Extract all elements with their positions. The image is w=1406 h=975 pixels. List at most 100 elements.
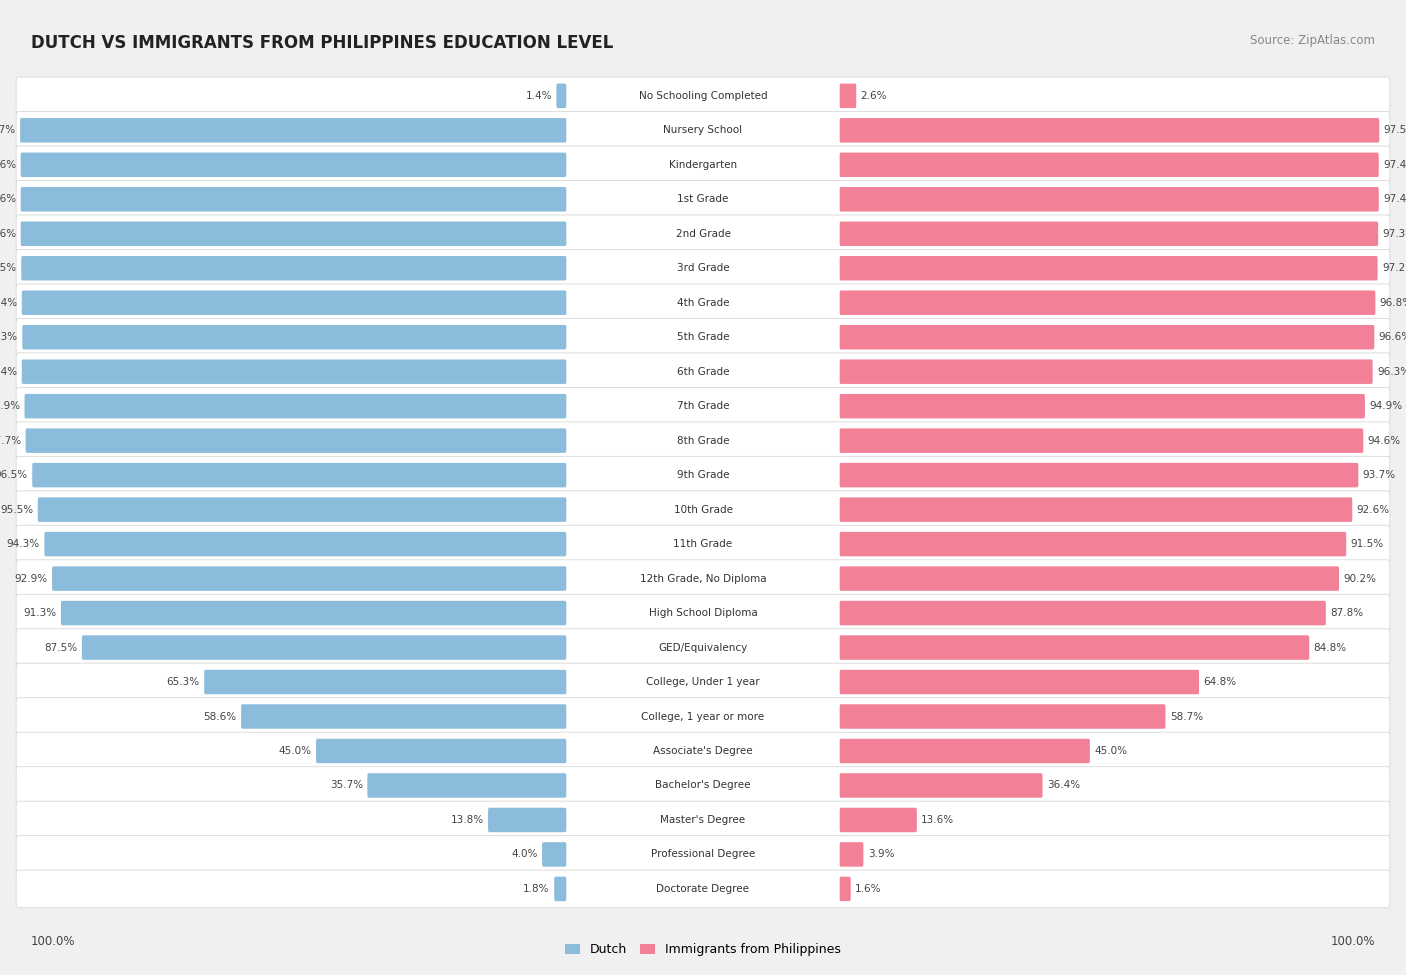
FancyBboxPatch shape: [15, 732, 1391, 770]
Text: 4th Grade: 4th Grade: [676, 297, 730, 308]
FancyBboxPatch shape: [839, 394, 1365, 418]
Text: 91.5%: 91.5%: [1351, 539, 1384, 549]
FancyBboxPatch shape: [15, 214, 1391, 253]
FancyBboxPatch shape: [15, 250, 1391, 287]
FancyBboxPatch shape: [543, 842, 567, 867]
Text: 2.6%: 2.6%: [860, 91, 887, 100]
Text: 97.2%: 97.2%: [1382, 263, 1406, 273]
Text: 98.6%: 98.6%: [0, 194, 17, 205]
FancyBboxPatch shape: [22, 325, 567, 349]
Text: High School Diploma: High School Diploma: [648, 608, 758, 618]
FancyBboxPatch shape: [38, 497, 567, 522]
Text: 90.2%: 90.2%: [1344, 573, 1376, 584]
FancyBboxPatch shape: [204, 670, 567, 694]
FancyBboxPatch shape: [839, 670, 1199, 694]
FancyBboxPatch shape: [839, 807, 917, 833]
Text: 36.4%: 36.4%: [1047, 780, 1080, 791]
FancyBboxPatch shape: [15, 77, 1391, 115]
Text: 8th Grade: 8th Grade: [676, 436, 730, 446]
FancyBboxPatch shape: [82, 636, 567, 660]
FancyBboxPatch shape: [488, 807, 567, 833]
FancyBboxPatch shape: [15, 595, 1391, 632]
FancyBboxPatch shape: [21, 152, 567, 177]
Text: 95.5%: 95.5%: [0, 505, 34, 515]
FancyBboxPatch shape: [15, 387, 1391, 425]
Text: 3.9%: 3.9%: [868, 849, 894, 859]
FancyBboxPatch shape: [316, 739, 567, 763]
FancyBboxPatch shape: [15, 353, 1391, 390]
FancyBboxPatch shape: [15, 663, 1391, 701]
FancyBboxPatch shape: [15, 422, 1391, 459]
FancyBboxPatch shape: [554, 877, 567, 901]
Text: Kindergarten: Kindergarten: [669, 160, 737, 170]
Text: 87.5%: 87.5%: [45, 643, 77, 652]
Text: 100.0%: 100.0%: [1330, 935, 1375, 948]
FancyBboxPatch shape: [15, 146, 1391, 183]
Text: 91.3%: 91.3%: [24, 608, 56, 618]
Text: 58.6%: 58.6%: [204, 712, 236, 722]
FancyBboxPatch shape: [15, 319, 1391, 356]
FancyBboxPatch shape: [60, 601, 567, 625]
Text: 58.7%: 58.7%: [1170, 712, 1204, 722]
Text: Associate's Degree: Associate's Degree: [654, 746, 752, 756]
Text: 94.3%: 94.3%: [7, 539, 39, 549]
FancyBboxPatch shape: [839, 256, 1378, 281]
Text: 98.6%: 98.6%: [0, 229, 17, 239]
FancyBboxPatch shape: [839, 291, 1375, 315]
Text: 92.9%: 92.9%: [14, 573, 48, 584]
FancyBboxPatch shape: [21, 360, 567, 384]
Text: 98.3%: 98.3%: [0, 332, 18, 342]
Text: 4.0%: 4.0%: [512, 849, 537, 859]
Text: 11th Grade: 11th Grade: [673, 539, 733, 549]
Text: 12th Grade, No Diploma: 12th Grade, No Diploma: [640, 573, 766, 584]
FancyBboxPatch shape: [15, 629, 1391, 666]
Text: 98.6%: 98.6%: [0, 160, 17, 170]
Text: 13.8%: 13.8%: [450, 815, 484, 825]
Text: 92.6%: 92.6%: [1357, 505, 1389, 515]
Text: 3rd Grade: 3rd Grade: [676, 263, 730, 273]
FancyBboxPatch shape: [21, 291, 567, 315]
Text: 94.9%: 94.9%: [1369, 401, 1402, 411]
Text: GED/Equivalency: GED/Equivalency: [658, 643, 748, 652]
FancyBboxPatch shape: [15, 490, 1391, 528]
Text: Professional Degree: Professional Degree: [651, 849, 755, 859]
Text: 98.4%: 98.4%: [0, 367, 17, 376]
FancyBboxPatch shape: [32, 463, 567, 488]
Text: 96.6%: 96.6%: [1379, 332, 1406, 342]
FancyBboxPatch shape: [25, 428, 567, 453]
FancyBboxPatch shape: [839, 428, 1364, 453]
FancyBboxPatch shape: [839, 704, 1166, 728]
Legend: Dutch, Immigrants from Philippines: Dutch, Immigrants from Philippines: [560, 938, 846, 961]
Text: 96.3%: 96.3%: [1376, 367, 1406, 376]
FancyBboxPatch shape: [557, 84, 567, 108]
Text: 97.5%: 97.5%: [1384, 126, 1406, 136]
FancyBboxPatch shape: [15, 870, 1391, 908]
FancyBboxPatch shape: [24, 394, 567, 418]
FancyBboxPatch shape: [15, 180, 1391, 218]
FancyBboxPatch shape: [839, 118, 1379, 142]
FancyBboxPatch shape: [839, 152, 1379, 177]
Text: Nursery School: Nursery School: [664, 126, 742, 136]
FancyBboxPatch shape: [15, 111, 1391, 149]
Text: 13.6%: 13.6%: [921, 815, 955, 825]
FancyBboxPatch shape: [21, 187, 567, 212]
FancyBboxPatch shape: [21, 256, 567, 281]
FancyBboxPatch shape: [15, 526, 1391, 563]
FancyBboxPatch shape: [839, 221, 1378, 246]
Text: 64.8%: 64.8%: [1204, 677, 1236, 687]
FancyBboxPatch shape: [242, 704, 567, 728]
Text: 96.5%: 96.5%: [0, 470, 28, 480]
FancyBboxPatch shape: [15, 836, 1391, 874]
Text: 98.5%: 98.5%: [0, 263, 17, 273]
FancyBboxPatch shape: [839, 531, 1346, 557]
Text: 98.4%: 98.4%: [0, 297, 17, 308]
FancyBboxPatch shape: [15, 456, 1391, 494]
FancyBboxPatch shape: [15, 560, 1391, 598]
FancyBboxPatch shape: [839, 773, 1042, 798]
Text: 97.9%: 97.9%: [0, 401, 20, 411]
Text: 96.8%: 96.8%: [1379, 297, 1406, 308]
Text: 45.0%: 45.0%: [1094, 746, 1128, 756]
FancyBboxPatch shape: [839, 877, 851, 901]
Text: 1.4%: 1.4%: [526, 91, 553, 100]
FancyBboxPatch shape: [839, 601, 1326, 625]
